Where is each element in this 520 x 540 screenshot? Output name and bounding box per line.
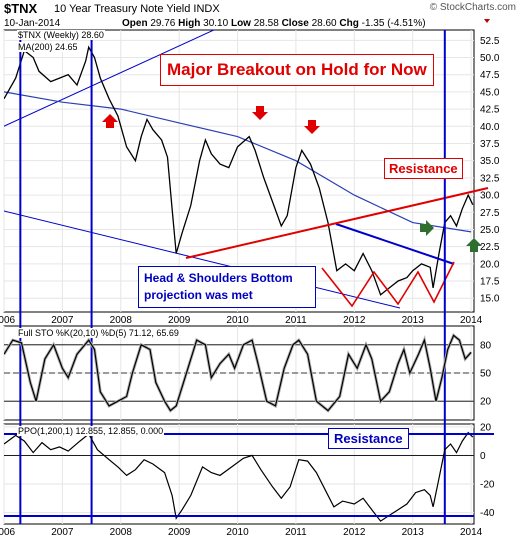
ppo-panel-title: PPO(1,200,1) 12.855, 12.855, 0.000 (17, 426, 165, 436)
price-y-tick-label: 42.5 (480, 105, 500, 116)
high-label: High (178, 18, 201, 29)
low-label: Low (230, 18, 251, 29)
price-y-tick-label: 25.0 (480, 225, 500, 236)
x-tick-label: 2008 (110, 527, 133, 538)
ticker-description: 10 Year Treasury Note Yield INDX (54, 3, 220, 15)
x-tick-label: 2013 (402, 315, 425, 326)
x-tick-label: 2012 (343, 527, 366, 538)
open-label: Open (122, 18, 148, 29)
close-label: Close (281, 18, 309, 29)
x-tick-label: 2010 (226, 527, 249, 538)
ticker-symbol: $TNX (4, 1, 38, 16)
x-tick-label: 2014 (460, 527, 483, 538)
x-tick-label: 2010 (226, 315, 249, 326)
high-value: 30.10 (203, 18, 229, 29)
x-tick-label: 2013 (402, 527, 425, 538)
price-y-tick-label: 15.0 (480, 294, 500, 305)
price-y-tick-label: 20.0 (480, 259, 500, 270)
price-y-tick-label: 30.0 (480, 191, 500, 202)
sto-y-tick-label: 20 (480, 397, 492, 408)
price-y-tick-label: 40.0 (480, 122, 500, 133)
stockcharts-credit: © StockCharts.com (429, 2, 516, 13)
resistance-annotation-ppo: Resistance (328, 428, 409, 449)
ppo-y-tick-label: -20 (480, 480, 495, 491)
x-tick-label: 2009 (168, 527, 191, 538)
quote-date: 10-Jan-2014 (4, 18, 61, 29)
price-y-tick-label: 17.5 (480, 277, 500, 288)
x-tick-label: 2007 (51, 315, 74, 326)
lower-channel-line (4, 210, 401, 309)
ppo-y-tick-label: -40 (480, 508, 495, 519)
x-tick-label: 2011 (285, 315, 307, 326)
upper-channel-line (4, 30, 216, 127)
sto-k-line (4, 334, 472, 412)
chg-caret-icon (484, 19, 490, 23)
ppo-y-tick-label: 0 (480, 451, 486, 462)
x-tick-label: 2012 (343, 315, 366, 326)
head-shoulders-pattern (321, 261, 455, 308)
ma-200-line (4, 91, 472, 233)
x-tick-label: 2006 (0, 315, 16, 326)
green-right-arrow (420, 220, 434, 236)
red-down-arrow (304, 120, 320, 134)
x-tick-label: 2009 (168, 315, 191, 326)
sto-y-tick-label: 80 (480, 340, 492, 351)
ppo-line (4, 431, 474, 522)
open-value: 29.76 (150, 18, 176, 29)
ma-legend: MA(200) 24.65 (17, 42, 79, 52)
head-shoulders-annotation: Head & Shoulders Bottom projection was m… (138, 266, 316, 308)
red-down-arrow (252, 106, 268, 120)
sto-y-tick-label: 50 (480, 369, 492, 380)
price-y-tick-label: 47.5 (480, 70, 500, 81)
resistance-annotation-price: Resistance (384, 158, 463, 179)
chg-value: -1.35 (-4.51%) (361, 18, 426, 29)
price-y-tick-label: 22.5 (480, 242, 500, 253)
price-y-tick-label: 27.5 (480, 208, 500, 219)
price-y-tick-label: 52.5 (480, 36, 500, 47)
price-panel-title: $TNX (Weekly) 28.60 (17, 30, 105, 40)
x-tick-label: 2008 (110, 315, 133, 326)
close-value: 28.60 (311, 18, 337, 29)
neckline-resistance-line (185, 187, 489, 259)
low-value: 28.58 (253, 18, 279, 29)
green-up-arrow (466, 238, 482, 252)
x-tick-label: 2007 (51, 527, 74, 538)
price-y-tick-label: 37.5 (480, 139, 500, 150)
price-y-tick-label: 50.0 (480, 53, 500, 64)
breakout-annotation: Major Breakout on Hold for Now (160, 54, 434, 86)
price-y-tick-label: 35.0 (480, 156, 500, 167)
ohlc-readout: Open 29.76 High 30.10 Low 28.58 Close 28… (122, 18, 426, 29)
x-tick-label: 2006 (0, 527, 16, 538)
x-tick-label: 2011 (285, 527, 307, 538)
ppo-y-tick-label: 20 (480, 422, 492, 433)
blue-down-trendline (335, 223, 455, 265)
x-tick-label: 2014 (460, 315, 483, 326)
price-y-tick-label: 32.5 (480, 173, 500, 184)
price-y-tick-label: 45.0 (480, 87, 500, 98)
red-up-arrow (102, 114, 118, 128)
sto-panel-title: Full STO %K(20,10) %D(5) 71.12, 65.69 (17, 328, 180, 338)
chg-label: Chg (339, 18, 359, 29)
